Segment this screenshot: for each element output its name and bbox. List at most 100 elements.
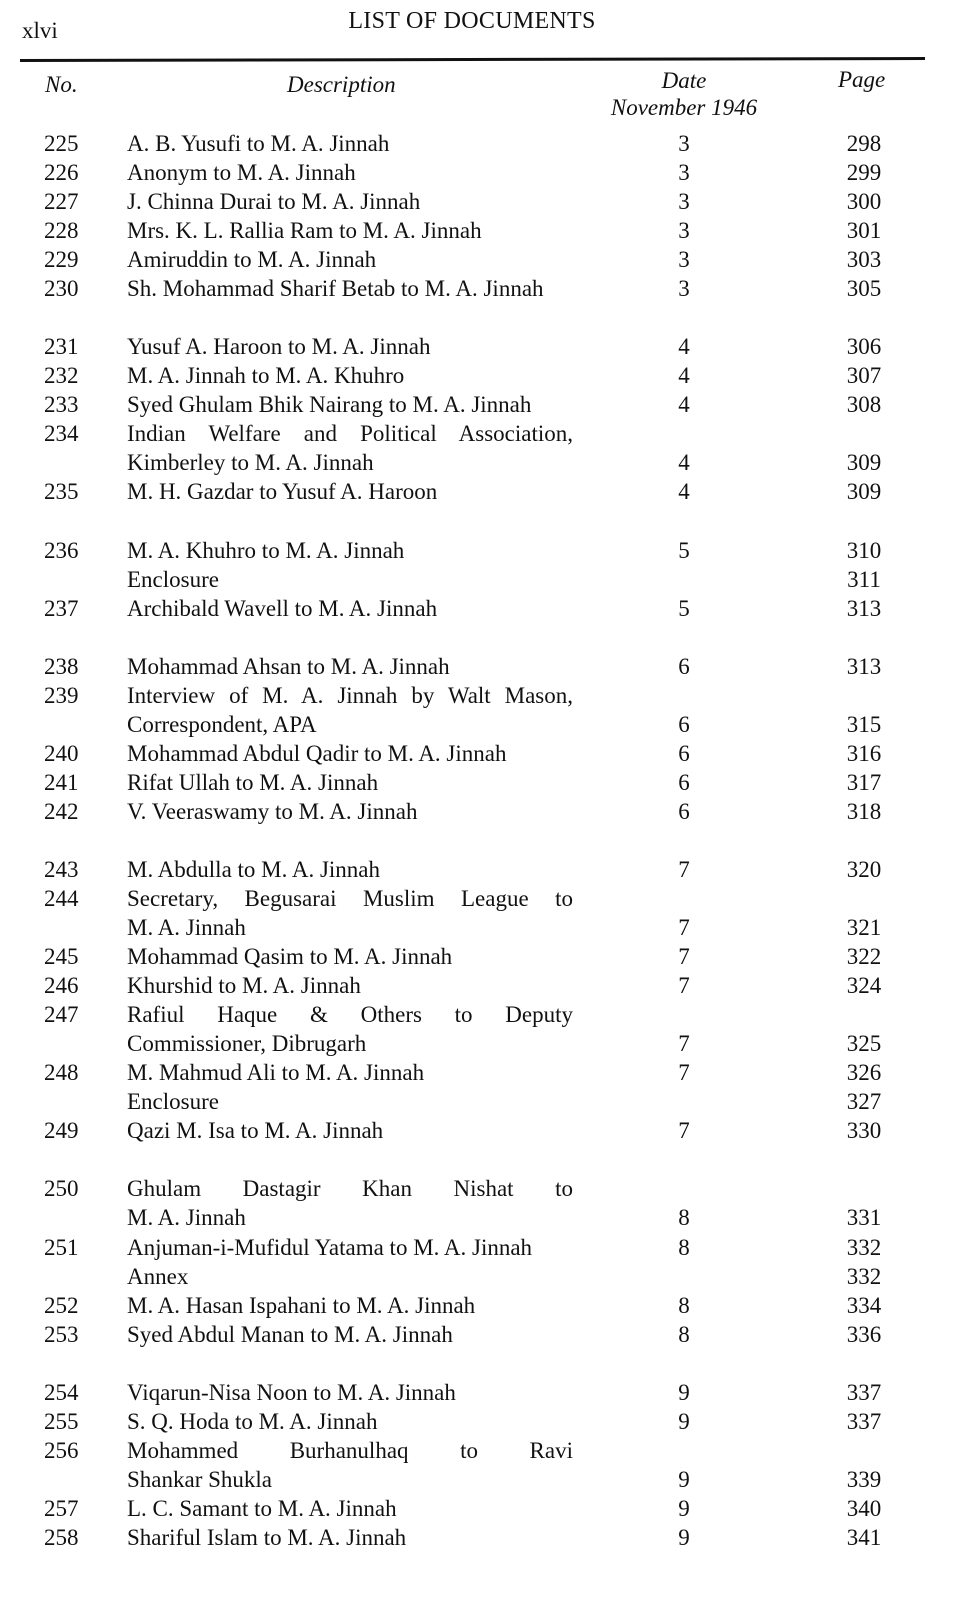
entry-date: 9 [678, 1379, 690, 1405]
entry-number: 231 [44, 334, 79, 360]
entry-number: 253 [44, 1321, 79, 1347]
entry-description: Rifat Ullah to M. A. Jinnah [127, 769, 379, 795]
entry-date: 6 [678, 653, 690, 679]
entry-date: 8 [678, 1234, 690, 1260]
entry-number: 228 [44, 218, 79, 244]
entry-date: 8 [678, 1292, 690, 1318]
entry-page: 309 [846, 479, 882, 505]
entry-number: 235 [44, 479, 79, 505]
entry-description: J. Chinna Durai to M. A. Jinnah [127, 189, 421, 215]
entry-date: 9 [678, 1495, 690, 1521]
entry-description: Interview of M. A. Jinnah by Walt Mason, [127, 682, 573, 708]
entry-number: 250 [44, 1176, 79, 1202]
entry-number: 237 [44, 595, 79, 621]
entry-page: 305 [846, 276, 882, 302]
entry-description: Mohammed Burhanulhaq to Ravi [127, 1437, 573, 1463]
entry-date: 4 [678, 479, 690, 505]
column-header-no: No. [45, 72, 78, 97]
entry-page: 299 [846, 160, 882, 186]
entry-number: 245 [44, 944, 79, 970]
entry-date: 5 [678, 537, 690, 563]
entry-date: 9 [678, 1524, 690, 1550]
entry-date: 7 [678, 1118, 690, 1144]
entry-number: 252 [44, 1292, 79, 1318]
entry-description: Mohammad Qasim to M. A. Jinnah [127, 944, 453, 970]
entry-date: 4 [678, 334, 690, 360]
entry-description: Syed Ghulam Bhik Nairang to M. A. Jinnah [127, 392, 532, 418]
entry-date: 7 [678, 857, 690, 882]
entry-date: 8 [678, 1321, 690, 1347]
entry-date: 3 [678, 276, 690, 302]
entry-page: 313 [846, 653, 882, 679]
entry-number: 232 [44, 363, 79, 389]
entry-page: 307 [846, 363, 882, 389]
entry-page: 340 [846, 1495, 882, 1521]
entry-page: 298 [846, 131, 882, 156]
entry-date: 3 [678, 189, 690, 215]
entry-date: 3 [678, 160, 690, 186]
entry-page: 334 [846, 1292, 882, 1318]
entry-date: 6 [678, 740, 690, 766]
entry-description: M. A. Jinnah [127, 915, 246, 941]
entry-description: Indian Welfare and Political Association… [127, 421, 573, 447]
entry-description: Enclosure [127, 566, 219, 592]
header-rule [19, 57, 926, 62]
entry-number: 241 [44, 769, 79, 795]
entry-description: Mohammad Ahsan to M. A. Jinnah [127, 653, 450, 679]
entry-date: 7 [678, 1060, 690, 1086]
entry-number: 225 [44, 131, 79, 156]
entry-description: Qazi M. Isa to M. A. Jinnah [127, 1118, 384, 1144]
entry-description: Ghulam Dastagir Khan Nishat to [127, 1176, 573, 1202]
entry-page: 313 [846, 595, 882, 621]
entry-number: 248 [44, 1060, 79, 1086]
entry-date: 3 [678, 218, 690, 244]
entry-description: Correspondent, APA [127, 711, 317, 737]
entry-page: 341 [846, 1524, 882, 1550]
entry-date: 3 [678, 247, 690, 273]
entry-description: Mrs. K. L. Rallia Ram to M. A. Jinnah [127, 218, 482, 244]
entry-page: 321 [846, 915, 882, 941]
entry-date: 5 [678, 595, 690, 621]
entry-description: S. Q. Hoda to M. A. Jinnah [127, 1408, 378, 1434]
entry-date: 7 [678, 973, 690, 999]
entry-page: 327 [846, 1089, 882, 1115]
column-header-page: Page [838, 67, 886, 92]
column-header-date-month: November 1946 [610, 95, 758, 120]
entry-description: Shankar Shukla [127, 1466, 273, 1492]
entry-number: 233 [44, 392, 79, 418]
entry-description: Commissioner, Dibrugarh [127, 1031, 367, 1057]
entry-page: 301 [846, 218, 882, 244]
entry-number: 249 [44, 1118, 79, 1144]
entry-description: M. A. Khuhro to M. A. Jinnah [127, 537, 405, 563]
entry-description: M. A. Jinnah [127, 1205, 246, 1231]
page-title: LIST OF DOCUMENTS [348, 8, 596, 34]
entry-date [654, 1087, 714, 1116]
entry-date: 7 [678, 944, 690, 970]
entry-number: 257 [44, 1495, 79, 1521]
entry-date: 9 [678, 1408, 690, 1434]
entry-date: 9 [678, 1466, 690, 1492]
entry-date: 6 [678, 769, 690, 795]
entry-description: M. Abdulla to M. A. Jinnah [127, 857, 381, 882]
entry-page: 300 [846, 189, 882, 215]
entry-description: Sh. Mohammad Sharif Betab to M. A. Jinna… [127, 276, 544, 302]
entry-date: 4 [678, 392, 690, 418]
entry-number: 255 [44, 1408, 79, 1434]
entry-page: 332 [846, 1234, 882, 1260]
entry-number: 247 [44, 1002, 79, 1028]
entry-number: 246 [44, 973, 79, 999]
entry-number: 251 [44, 1234, 79, 1260]
entry-page: 303 [846, 247, 882, 273]
entry-page: 324 [846, 973, 882, 999]
entry-number: 229 [44, 247, 79, 273]
entry-page: 336 [846, 1321, 882, 1347]
entry-description: Mohammad Abdul Qadir to M. A. Jinnah [127, 740, 507, 766]
entry-description: Annex [127, 1263, 189, 1289]
entry-page: 316 [846, 740, 882, 766]
entry-page: 330 [846, 1118, 882, 1144]
entry-page: 306 [846, 334, 882, 360]
entry-number: 240 [44, 740, 79, 766]
entry-description: Shariful Islam to M. A. Jinnah [127, 1524, 407, 1550]
entry-description: Khurshid to M. A. Jinnah [127, 973, 361, 999]
entry-number: 258 [44, 1524, 79, 1550]
